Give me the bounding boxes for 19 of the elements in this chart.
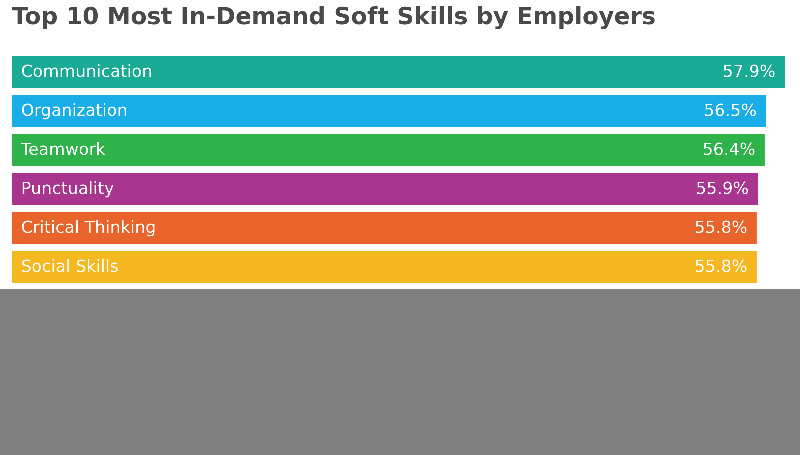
data-label: 56.5% — [705, 104, 756, 116]
data-label: 57.9% — [724, 64, 775, 78]
y-tick-label: Communication — [22, 64, 152, 78]
y-tick-label: Critical Thinking — [22, 220, 155, 237]
bar — [12, 212, 757, 244]
bar — [12, 96, 766, 128]
y-tick-label: Teamwork — [21, 142, 106, 156]
data-label: 55.8% — [696, 260, 747, 272]
y-tick-label: Social Skills — [22, 259, 118, 272]
data-label: 56.4% — [704, 142, 755, 156]
data-label: 55.8% — [696, 220, 747, 234]
bar — [12, 252, 757, 284]
bar — [12, 56, 785, 88]
data-label: 55.9% — [697, 182, 748, 194]
y-tick-label: Organization — [22, 103, 126, 120]
chart-title: Top 10 Most In-Demand Soft Skills by Employers — [12, 6, 655, 30]
bar — [12, 174, 758, 206]
y-tick-label: Punctuality — [22, 181, 114, 198]
bar — [12, 134, 765, 166]
